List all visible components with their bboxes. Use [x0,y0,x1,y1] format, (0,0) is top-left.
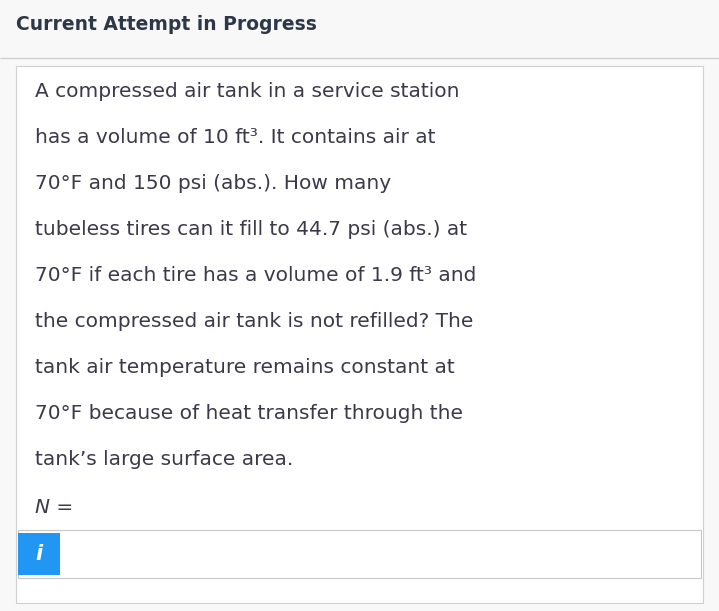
Text: 70°F if each tire has a volume of 1.9 ft³ and: 70°F if each tire has a volume of 1.9 ft… [35,266,477,285]
Bar [0,0,719,58]
Bar [18,533,60,575]
Bar [16,66,703,603]
Text: tank’s large surface area.: tank’s large surface area. [35,450,293,469]
Text: 70°F and 150 psi (abs.). How many: 70°F and 150 psi (abs.). How many [35,174,391,193]
Text: tank air temperature remains constant at: tank air temperature remains constant at [35,358,454,377]
Text: N =: N = [35,498,73,517]
Text: i: i [35,544,42,564]
Bar [18,530,701,578]
Text: has a volume of 10 ft³. It contains air at: has a volume of 10 ft³. It contains air … [35,128,436,147]
Text: tubeless tires can it fill to 44.7 psi (abs.) at: tubeless tires can it fill to 44.7 psi (… [35,220,467,239]
Text: Current Attempt in Progress: Current Attempt in Progress [16,15,317,34]
Text: the compressed air tank is not refilled? The: the compressed air tank is not refilled?… [35,312,473,331]
Text: 70°F because of heat transfer through the: 70°F because of heat transfer through th… [35,404,463,423]
Text: A compressed air tank in a service station: A compressed air tank in a service stati… [35,82,459,101]
